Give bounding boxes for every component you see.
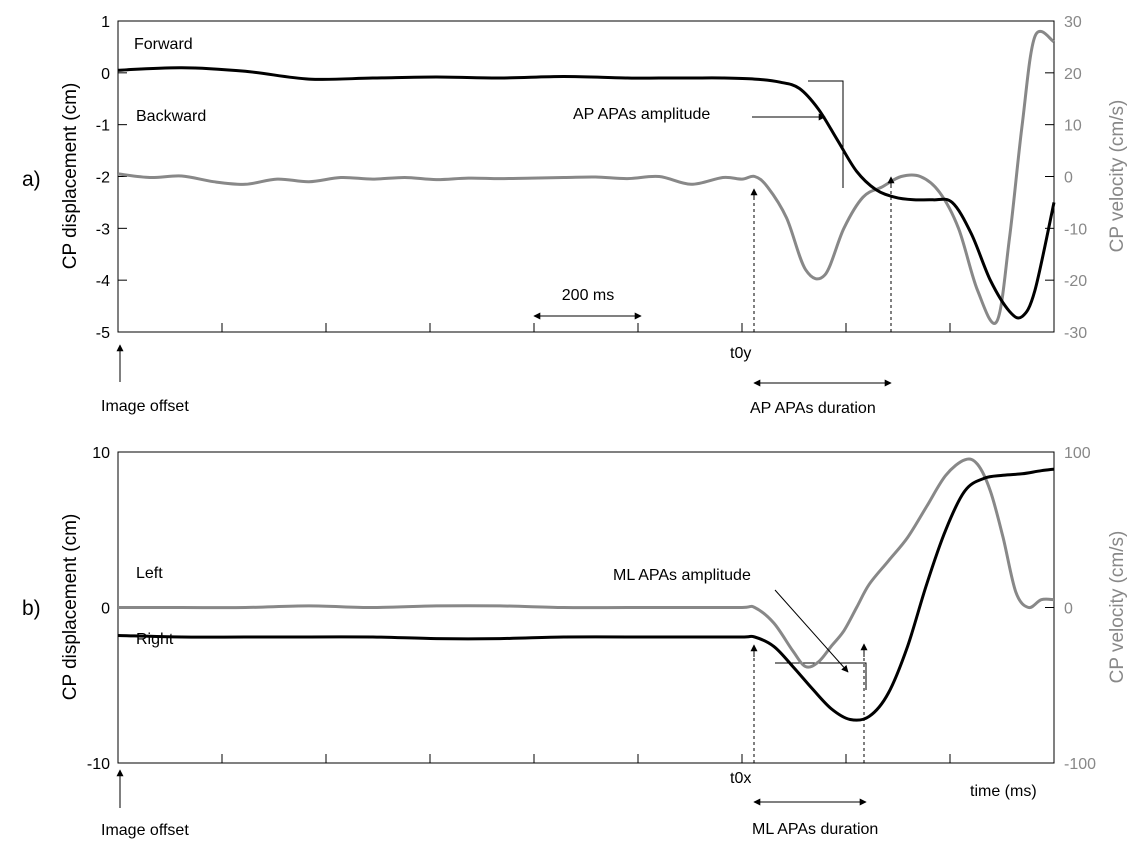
panel-b-duration-label: ML APAs duration (752, 821, 878, 838)
panel-b-amplitude-arrow (774, 589, 849, 673)
panel-a-right-ticks: 30 20 10 0 -10 -20 -30 (1045, 14, 1087, 342)
panel-a-amplitude-label: AP APAs amplitude (573, 106, 710, 123)
right-tick-label: 20 (1064, 66, 1082, 83)
left-tick-label: -10 (87, 756, 110, 773)
panel-a-offset-label: Image offset (101, 398, 189, 415)
panel-a-series-displacement (117, 66, 1056, 320)
panel-a-onset-label: t0y (730, 345, 751, 362)
panel-b-series-displacement (117, 467, 1055, 722)
panel-a-right-axis-title: CP velocity (cm/s) (1107, 100, 1128, 253)
right-tick-label: 100 (1064, 445, 1091, 462)
right-tick-label: -30 (1064, 325, 1087, 342)
panel-b-series-velocity (118, 457, 1055, 669)
right-tick-label: -20 (1064, 273, 1087, 290)
right-tick-label: 0 (1064, 601, 1073, 618)
right-tick-label: -10 (1064, 221, 1087, 238)
panel-b-left-label: Left (136, 565, 163, 582)
left-tick-label: -2 (96, 170, 110, 187)
panel-a-series-velocity (117, 29, 1055, 325)
left-tick-label: 10 (92, 445, 110, 462)
panel-a-left-ticks: 1 0 -1 -2 -3 -4 -5 (96, 14, 127, 342)
right-tick-label: 10 (1064, 118, 1082, 135)
panel-b-amplitude-label: ML APAs amplitude (613, 567, 751, 584)
panel-b-left-ticks: 10 0 -10 (87, 445, 127, 773)
right-tick-label: 0 (1064, 170, 1073, 187)
panel-a-amplitude-bracket (808, 80, 844, 188)
panel-b-offset-label: Image offset (101, 822, 189, 839)
panel-b-x-axis-title: time (ms) (970, 783, 1037, 800)
left-tick-label: -5 (96, 325, 110, 342)
left-tick-label: -3 (96, 221, 110, 238)
panel-a-left-axis-title: CP displacement (cm) (60, 83, 81, 270)
right-tick-label: 30 (1064, 14, 1082, 31)
panel-a-label: a) (22, 168, 41, 191)
left-tick-label: 0 (101, 601, 110, 618)
left-tick-label: -4 (96, 273, 110, 290)
panel-b-amplitude-bracket (775, 662, 867, 690)
panel-b-right-label: Right (136, 631, 174, 648)
panel-b-right-ticks: 100 0 -100 (1045, 445, 1096, 773)
panel-b-right-axis-title: CP velocity (cm/s) (1107, 531, 1128, 684)
panel-b-x-ticks (221, 754, 951, 763)
panel-a-scale-bar-label: 200 ms (562, 287, 614, 304)
panel-a-backward-label: Backward (136, 108, 206, 125)
left-tick-label: 0 (101, 66, 110, 83)
panel-b-onset-label: t0x (730, 770, 751, 787)
panel-a-x-ticks (221, 323, 951, 332)
right-tick-label: -100 (1064, 756, 1096, 773)
panel-b-label: b) (22, 597, 41, 620)
panel-a-forward-label: Forward (134, 36, 193, 53)
panel-a-duration-label: AP APAs duration (750, 400, 876, 417)
left-tick-label: 1 (101, 14, 110, 31)
panel-b-left-axis-title: CP displacement (cm) (60, 514, 81, 701)
left-tick-label: -1 (96, 118, 110, 135)
